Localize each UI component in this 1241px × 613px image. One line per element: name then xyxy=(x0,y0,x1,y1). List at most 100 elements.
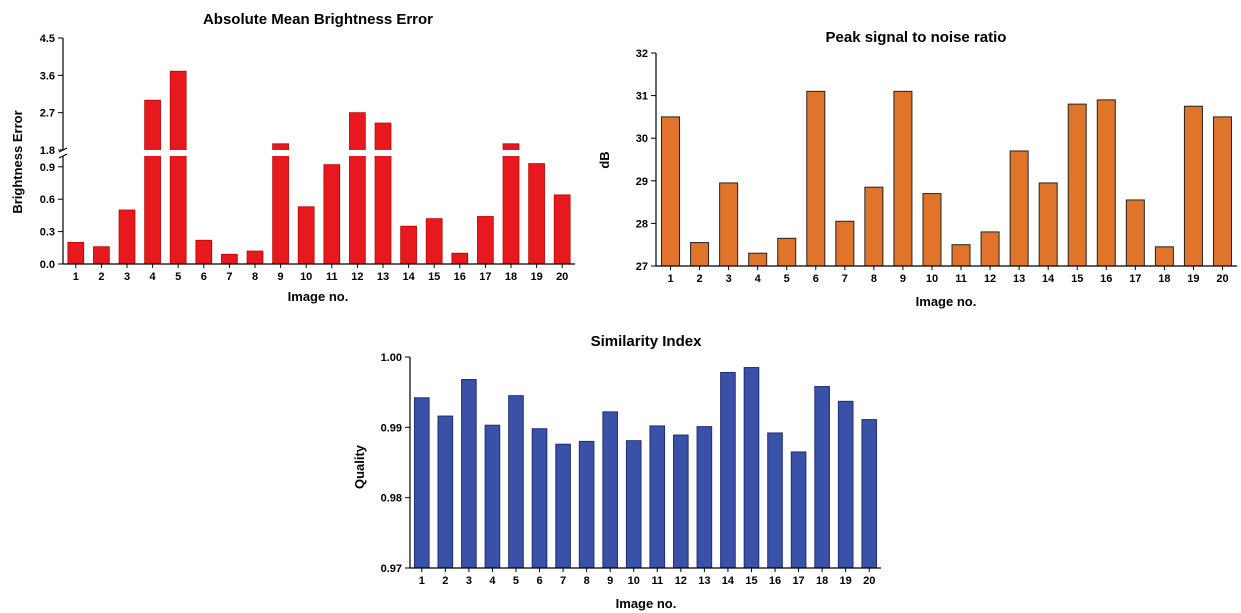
abme-x-tick-label-7: 7 xyxy=(226,271,232,283)
abme-bar-2 xyxy=(93,246,110,265)
psnr-bar-13 xyxy=(1009,150,1029,267)
ssim-x-tick-label-9: 9 xyxy=(607,575,613,587)
ssim-x-tick-label-20: 20 xyxy=(863,575,875,587)
psnr-bar-10 xyxy=(922,193,942,267)
abme-bar-5 xyxy=(169,70,187,265)
psnr-x-tick-label-16: 16 xyxy=(1100,273,1112,285)
ssim-y-tick-label: 0.99 xyxy=(381,422,402,434)
psnr-y-axis-label: dB xyxy=(597,151,612,168)
ssim-bar-15 xyxy=(743,367,760,569)
psnr-x-tick-label-12: 12 xyxy=(984,273,996,285)
abme-bar-19 xyxy=(528,163,545,265)
ssim-bar-18 xyxy=(814,386,830,569)
ssim-bar-13 xyxy=(696,426,713,569)
abme-y-tick-label: 2.7 xyxy=(40,108,55,120)
psnr-x-tick-label-5: 5 xyxy=(784,273,790,285)
psnr-x-tick-label-17: 17 xyxy=(1129,273,1141,285)
abme-y-axis-label: Brightness Error xyxy=(10,110,25,213)
psnr-y-tick-label: 28 xyxy=(636,218,648,230)
ssim-bar-14 xyxy=(720,371,736,569)
psnr-bar-8 xyxy=(864,186,884,267)
ssim-x-tick-label-1: 1 xyxy=(419,575,425,587)
abme-x-tick-label-4: 4 xyxy=(150,271,157,283)
psnr-bar-4 xyxy=(748,252,768,267)
abme-bar-15 xyxy=(425,218,443,265)
abme-bar-6 xyxy=(195,239,213,265)
psnr-x-tick-label-6: 6 xyxy=(813,273,819,285)
abme-bar-3 xyxy=(118,209,136,265)
psnr-x-axis-label: Image no. xyxy=(916,294,977,309)
psnr-bar-12 xyxy=(980,231,1000,267)
psnr-bar-18 xyxy=(1154,246,1174,267)
ssim-bar-12 xyxy=(673,434,689,569)
abme-x-tick-label-12: 12 xyxy=(351,271,363,283)
ssim-bar-8 xyxy=(578,440,595,569)
psnr-x-tick-label-9: 9 xyxy=(900,273,906,285)
psnr-x-tick-label-4: 4 xyxy=(755,273,762,285)
abme-bar-11 xyxy=(323,164,341,265)
ssim-x-tick-label-5: 5 xyxy=(513,575,519,587)
psnr-y-tick-label: 31 xyxy=(636,91,648,103)
ssim-x-tick-label-6: 6 xyxy=(536,575,542,587)
ssim-bar-1 xyxy=(413,397,430,569)
psnr-chart-title: Peak signal to noise ratio xyxy=(826,29,1007,46)
ssim-x-tick-label-15: 15 xyxy=(745,575,757,587)
abme-bar-13 xyxy=(374,122,392,265)
ssim-bar-11 xyxy=(649,425,666,569)
abme-x-tick-label-20: 20 xyxy=(556,271,568,283)
abme-chart-title: Absolute Mean Brightness Error xyxy=(203,11,433,28)
psnr-y-tick-label: 30 xyxy=(636,133,648,145)
ssim-x-tick-label-19: 19 xyxy=(840,575,852,587)
ssim-bar-7 xyxy=(555,443,571,569)
psnr-bar-17 xyxy=(1125,199,1145,267)
abme-bar-1 xyxy=(67,241,85,265)
psnr-bar-15 xyxy=(1067,103,1087,267)
ssim-x-tick-label-17: 17 xyxy=(792,575,804,587)
ssim-bar-4 xyxy=(484,424,501,569)
ssim-bar-16 xyxy=(767,432,783,569)
psnr-x-tick-label-14: 14 xyxy=(1042,273,1055,285)
psnr-x-tick-label-7: 7 xyxy=(842,273,848,285)
abme-bar-17 xyxy=(477,216,494,265)
abme-x-tick-label-15: 15 xyxy=(428,271,440,283)
abme-y-tick-label: 4.5 xyxy=(40,33,55,45)
ssim-x-tick-label-7: 7 xyxy=(560,575,566,587)
ssim-x-tick-label-14: 14 xyxy=(722,575,735,587)
abme-x-tick-label-17: 17 xyxy=(479,271,491,283)
abme-x-tick-label-9: 9 xyxy=(278,271,284,283)
psnr-x-tick-label-19: 19 xyxy=(1187,273,1199,285)
ssim-bar-5 xyxy=(508,395,524,569)
abme-bar-gap-5 xyxy=(169,150,188,156)
psnr-x-tick-label-3: 3 xyxy=(726,273,732,285)
psnr-x-tick-label-8: 8 xyxy=(871,273,877,285)
ssim-y-tick-label: 0.97 xyxy=(381,563,402,575)
ssim-x-tick-label-4: 4 xyxy=(489,575,496,587)
ssim-bar-9 xyxy=(602,411,618,569)
psnr-x-tick-label-1: 1 xyxy=(667,273,673,285)
abme-bar-gap-4 xyxy=(143,150,162,156)
abme-bar-18 xyxy=(502,143,520,265)
psnr-x-tick-label-11: 11 xyxy=(955,273,967,285)
psnr-chart-panel: Peak signal to noise ratio dB Image no. … xyxy=(597,0,1241,320)
ssim-x-tick-label-18: 18 xyxy=(816,575,828,587)
ssim-y-tick-label: 1.00 xyxy=(381,352,402,364)
abme-x-tick-label-2: 2 xyxy=(98,271,104,283)
abme-axis-break-mark xyxy=(58,153,68,159)
abme-chart-panel: Absolute Mean Brightness Error Brightnes… xyxy=(0,0,600,304)
ssim-y-tick-label: 0.98 xyxy=(381,493,402,505)
psnr-y-tick-label: 32 xyxy=(636,48,648,60)
ssim-x-tick-label-12: 12 xyxy=(675,575,687,587)
psnr-bar-20 xyxy=(1212,116,1232,267)
ssim-bar-10 xyxy=(625,440,642,569)
abme-bar-9 xyxy=(272,143,289,265)
psnr-bar-6 xyxy=(806,90,826,267)
ssim-bar-19 xyxy=(837,400,854,569)
psnr-bar-3 xyxy=(719,182,739,267)
abme-y-tick-label: 0.6 xyxy=(40,194,55,206)
psnr-bar-16 xyxy=(1096,99,1116,267)
abme-x-tick-label-18: 18 xyxy=(505,271,517,283)
ssim-x-tick-label-16: 16 xyxy=(769,575,781,587)
abme-bar-16 xyxy=(451,252,469,265)
abme-y-tick-label: 0.3 xyxy=(40,227,55,239)
ssim-x-tick-label-10: 10 xyxy=(628,575,640,587)
